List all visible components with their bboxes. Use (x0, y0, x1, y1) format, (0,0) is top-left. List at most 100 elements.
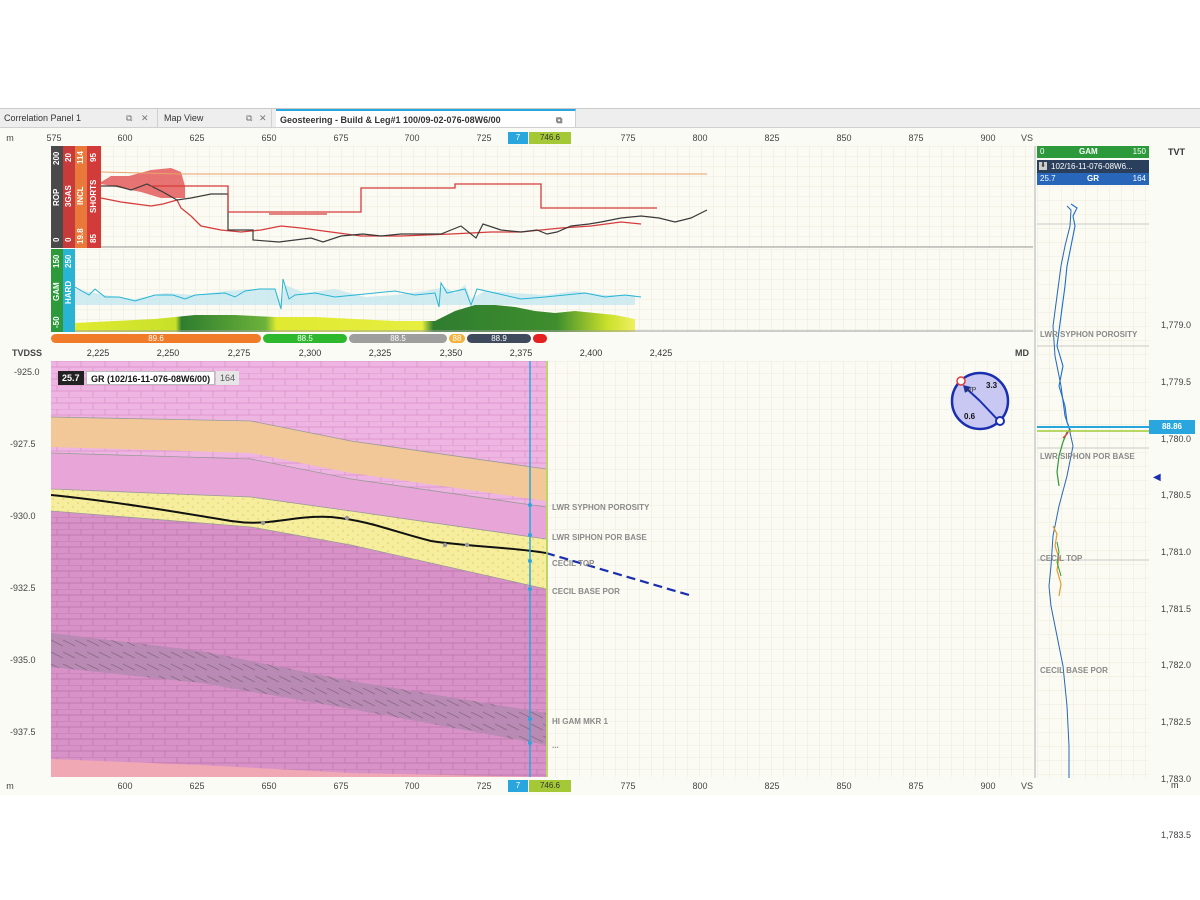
compass-bottom-value: 0.6 (964, 412, 976, 421)
dip-segment[interactable]: 88.5 (349, 334, 447, 343)
bottom-ruler: m 600 625 650 675 700 725 775 800 825 85… (0, 779, 1035, 793)
drilling-track-header: 200 ROP 0 20 3GAS 0 114 INCL 19.8 95 SHO… (51, 146, 101, 248)
cursor-green-badge[interactable]: 746.6 (529, 780, 571, 792)
md-tick: 2,400 (579, 348, 603, 358)
incl-curve (101, 171, 707, 175)
ruler-unit: m (6, 781, 14, 791)
offset-well-name[interactable]: ⬇ 102/16-11-076-08W6... (1037, 160, 1149, 173)
gr-curve-header[interactable]: 25.7 GR 164 (1037, 173, 1149, 185)
ruler-tick: 875 (908, 133, 924, 143)
log-legend-value: 25.7 (58, 371, 84, 385)
ruler-end-label: VS (1020, 133, 1034, 143)
offset-marker-label[interactable]: LWR SIPHON POR BASE (1040, 452, 1135, 461)
3gas-curve (151, 183, 657, 213)
shorts-header: 95 SHORTS 85 (87, 146, 101, 248)
cursor-green-badge[interactable]: 746.6 (529, 132, 571, 144)
md-tick: 2,250 (156, 348, 180, 358)
offset-unit: m (1171, 780, 1179, 790)
drilling-track: 200 ROP 0 20 3GAS 0 114 INCL 19.8 95 SHO… (51, 146, 1033, 248)
ruler-tick: 650 (261, 133, 277, 143)
log-legend-name[interactable]: GR (102/16-11-076-08W6/00) (86, 371, 216, 385)
offset-marker-label[interactable]: CECIL TOP (1040, 554, 1083, 563)
marker-label[interactable]: CECIL TOP (552, 559, 595, 568)
cursor-blue-badge[interactable]: 7 (508, 780, 528, 792)
depth-tick: -932.5 (10, 583, 36, 593)
ruler-tick: 900 (980, 781, 996, 791)
tab-correlation-panel[interactable]: Correlation Panel 1 ⧉ ✕ (0, 109, 158, 127)
dip-segment[interactable] (533, 334, 547, 343)
md-tick: 2,300 (298, 348, 322, 358)
dip-segment[interactable]: 88.5 (263, 334, 347, 343)
close-icon[interactable]: ✕ (259, 113, 267, 123)
tvt-tick: 1,780.5 (1161, 490, 1192, 500)
ruler-unit: m (6, 133, 14, 143)
marker-label[interactable]: LWR SYPHON POROSITY (552, 503, 650, 512)
ruler-tick: 675 (333, 781, 349, 791)
dip-compass[interactable] (950, 371, 1010, 431)
wellpath-node[interactable] (464, 542, 470, 548)
dip-segment[interactable]: 88 (449, 334, 465, 343)
ruler-tick: 625 (189, 781, 205, 791)
marker-label[interactable]: LWR SIPHON POR BASE (552, 533, 647, 542)
wellpath-node[interactable] (260, 520, 266, 526)
formation-bottom (51, 759, 546, 777)
wellpath-node[interactable] (442, 542, 448, 548)
3gas-fill (101, 168, 185, 198)
panel-splitter[interactable] (1034, 146, 1036, 778)
ruler-tick: 800 (692, 781, 708, 791)
depth-tick: -930.0 (10, 511, 36, 521)
ruler-tick: 775 (620, 133, 636, 143)
tvt-tick: 1,782.5 (1161, 717, 1192, 727)
tvt-tick: 1,783.5 (1161, 830, 1192, 840)
geosteering-app: Correlation Panel 1 ⧉ ✕ Map View ⧉ ✕ Geo… (0, 108, 1200, 840)
offset-marker-label[interactable]: CECIL BASE POR (1040, 666, 1108, 675)
tab-geosteering[interactable]: Geosteering - Build & Leg#1 100/09-02-07… (276, 109, 576, 127)
tvt-tick: 1,779.0 (1161, 320, 1192, 330)
gam-header: 150 GAM -50 (51, 249, 63, 332)
restore-icon[interactable]: ⧉ (246, 113, 253, 123)
md-tick: 2,425 (649, 348, 673, 358)
wellpath-node[interactable] (344, 515, 350, 521)
depth-tick: -925.0 (14, 367, 40, 377)
formation-orange (51, 417, 546, 501)
gam-curve-header[interactable]: 0 GAM 150 (1037, 146, 1149, 158)
3gas-header: 20 3GAS 0 (63, 146, 75, 248)
marker-label[interactable]: CECIL BASE POR (552, 587, 620, 596)
ruler-tick: 800 (692, 133, 708, 143)
offset-well-plot (1037, 186, 1149, 778)
restore-icon[interactable]: ⧉ (556, 115, 563, 125)
drilling-curves-plot (101, 146, 1033, 248)
gam-offset-curve (1056, 203, 1078, 433)
wellpath[interactable] (51, 494, 547, 554)
cursor-blue-badge[interactable]: 7 (508, 132, 528, 144)
compass-label: WP (965, 387, 977, 394)
marker-label[interactable]: HI GAM MKR 1 (552, 717, 608, 726)
ruler-tick: 725 (476, 781, 492, 791)
download-icon[interactable]: ⬇ (1039, 162, 1047, 170)
md-tick: 2,350 (439, 348, 463, 358)
compass-top-value: 3.3 (986, 381, 998, 390)
ruler-tick: 775 (620, 781, 636, 791)
marker-label[interactable]: ... (552, 741, 559, 750)
ruler-tick: 850 (836, 133, 852, 143)
offset-marker-label[interactable]: LWR SYPHON POROSITY (1040, 330, 1138, 339)
close-icon[interactable]: ✕ (141, 113, 149, 123)
ruler-tick: 825 (764, 133, 780, 143)
star-icon (956, 376, 966, 386)
depth-tick: -927.5 (10, 439, 36, 449)
gr-offset-curve (1048, 205, 1074, 778)
md-tick: 2,325 (368, 348, 392, 358)
restore-icon[interactable]: ⧉ (126, 113, 133, 123)
md-tick: 2,225 (86, 348, 110, 358)
current-value-badge: 88.86 (1149, 420, 1195, 434)
tab-map-view[interactable]: Map View ⧉ ✕ (160, 109, 272, 127)
ruler-tick: 700 (404, 133, 420, 143)
dip-segment[interactable]: 89.6 (51, 334, 261, 343)
section-plot[interactable] (51, 361, 1033, 777)
tab-label: Geosteering - Build & Leg#1 100/09-02-07… (280, 115, 501, 125)
ruler-tick: 700 (404, 781, 420, 791)
dip-segment[interactable]: 88.9 (467, 334, 531, 343)
md-tick: 2,375 (509, 348, 533, 358)
projection-line (545, 551, 690, 597)
md-tick: 2,275 (227, 348, 251, 358)
